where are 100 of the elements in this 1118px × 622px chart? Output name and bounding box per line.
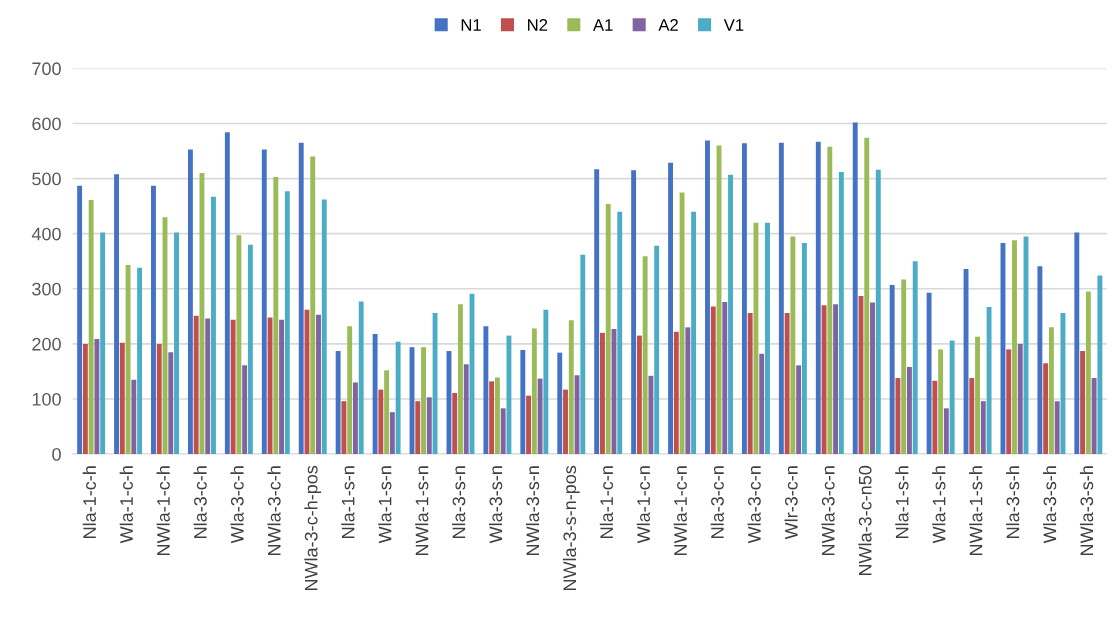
bar — [372, 333, 378, 455]
bar — [137, 267, 143, 455]
bar — [119, 342, 125, 455]
bar — [494, 377, 500, 455]
x-tick-label: Wla-1-c-h — [119, 466, 133, 544]
bar — [77, 185, 83, 455]
bar — [975, 336, 980, 455]
bar — [1048, 327, 1054, 455]
bar — [531, 328, 537, 455]
bar — [395, 341, 401, 455]
bar — [1037, 266, 1043, 455]
bar — [1074, 232, 1080, 455]
x-tick-label: NWla-3-c-n50 — [858, 465, 872, 576]
bar — [875, 169, 881, 455]
bar — [205, 318, 211, 455]
bar — [778, 142, 784, 455]
x-tick-label: Nla-1-c-n — [599, 466, 614, 538]
x-tick-label: NWla-1-s-n — [415, 466, 429, 555]
bar — [352, 382, 358, 455]
bar — [236, 235, 242, 455]
bar — [131, 379, 137, 455]
bar — [594, 169, 600, 455]
bar — [458, 304, 463, 455]
bar — [668, 162, 674, 455]
bar — [889, 284, 895, 455]
bar — [224, 132, 230, 455]
bar — [1091, 378, 1097, 455]
bar — [211, 196, 216, 455]
bar — [335, 351, 341, 455]
x-tick-label: Wlr-3-c-n — [784, 466, 798, 540]
bar — [833, 304, 839, 455]
legend-label: A2 — [658, 19, 678, 31]
x-tick-label: Nla-1-s-n — [341, 466, 355, 538]
bar — [151, 185, 156, 455]
bar — [852, 122, 858, 455]
bar — [600, 332, 605, 455]
bar — [284, 191, 290, 455]
bar — [605, 203, 611, 455]
legend-label: A1 — [593, 19, 613, 31]
bar — [347, 326, 353, 455]
bar — [1085, 291, 1091, 455]
bar — [821, 305, 827, 455]
bar — [801, 243, 807, 455]
x-tick-label: Wla-1-s-n — [378, 466, 392, 544]
bar — [500, 408, 506, 455]
bar — [94, 338, 100, 455]
bar — [415, 401, 421, 455]
bar — [168, 352, 174, 455]
bar — [321, 199, 327, 455]
bar — [943, 408, 949, 455]
bar — [673, 331, 679, 455]
bar — [765, 222, 770, 455]
legend-label: N2 — [528, 19, 548, 31]
bar — [679, 192, 685, 455]
x-tick-label: Wla-1-c-n — [636, 466, 650, 544]
y-tick-label: 0 — [52, 447, 61, 461]
bar — [537, 378, 543, 455]
bar — [125, 265, 131, 455]
x-tick-label: NWla-3-c-h — [267, 466, 281, 555]
bar — [864, 137, 870, 455]
bar — [741, 143, 747, 455]
bar — [1012, 240, 1017, 455]
x-tick-label: Wla-3-s-h — [1043, 466, 1057, 544]
bar — [389, 412, 395, 455]
bar — [543, 309, 549, 455]
bar — [969, 378, 975, 455]
bar — [685, 327, 691, 455]
x-tick-label: NWla-1-c-h — [156, 466, 170, 555]
bar — [506, 335, 512, 455]
bar — [174, 232, 179, 455]
x-tick-label: Wla-1-s-h — [932, 466, 946, 544]
legend-label: N1 — [461, 19, 481, 31]
bar — [199, 173, 205, 455]
bar — [384, 370, 390, 455]
bar — [580, 254, 586, 455]
legend-label: V1 — [723, 19, 744, 31]
bar — [432, 313, 438, 455]
bar — [463, 364, 469, 455]
bar — [261, 149, 267, 455]
bar — [520, 349, 526, 455]
bar — [82, 343, 88, 455]
x-tick-label: Wla-3-c-n — [747, 466, 761, 544]
bar — [1054, 401, 1060, 455]
x-tick-label: Wla-3-s-n — [488, 466, 503, 544]
x-tick-label: Nla-3-s-n — [452, 466, 466, 538]
x-tick-label: NWla-3-s-n-pos — [562, 465, 580, 591]
bar — [895, 378, 901, 455]
bar — [705, 140, 710, 455]
bar — [247, 244, 253, 455]
bar — [279, 319, 285, 455]
bar — [378, 389, 384, 455]
x-tick-label: Nla-3-c-h — [193, 466, 207, 538]
y-tick-label: 200 — [32, 337, 61, 351]
bar — [273, 176, 279, 455]
bar — [815, 141, 821, 455]
bar — [1017, 343, 1023, 455]
y-tick-label: 300 — [32, 282, 61, 296]
bar — [88, 200, 94, 455]
bar — [753, 222, 759, 455]
bar — [358, 301, 364, 455]
